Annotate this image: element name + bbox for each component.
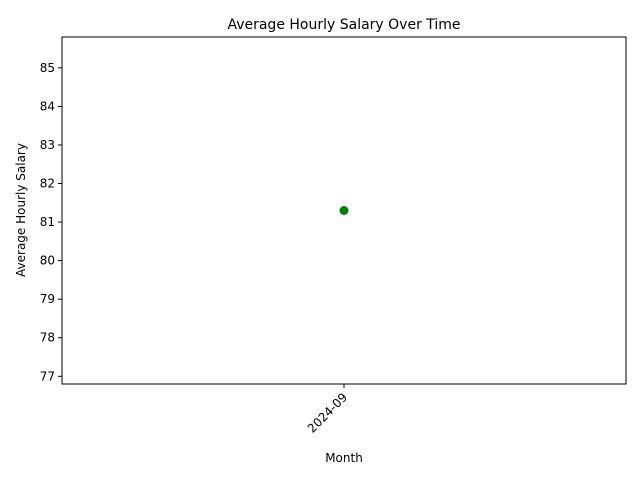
x-axis-label: Month bbox=[325, 451, 363, 465]
y-tick-label: 84 bbox=[40, 99, 55, 113]
data-point bbox=[339, 206, 349, 215]
data-points bbox=[339, 206, 349, 215]
y-tick-label: 80 bbox=[40, 254, 55, 268]
y-tick-label: 85 bbox=[40, 61, 55, 75]
y-tick-label: 77 bbox=[40, 369, 55, 383]
y-tick-label: 82 bbox=[40, 177, 55, 191]
y-axis-label: Average Hourly Salary bbox=[14, 143, 28, 277]
y-tick-label: 81 bbox=[40, 215, 55, 229]
y-axis: 77 78 79 80 81 82 83 84 85 bbox=[40, 61, 62, 383]
y-tick-label: 78 bbox=[40, 331, 55, 345]
chart-title: Average Hourly Salary Over Time bbox=[227, 17, 460, 33]
y-tick-label: 83 bbox=[40, 138, 55, 152]
y-tick-label: 79 bbox=[40, 292, 55, 306]
